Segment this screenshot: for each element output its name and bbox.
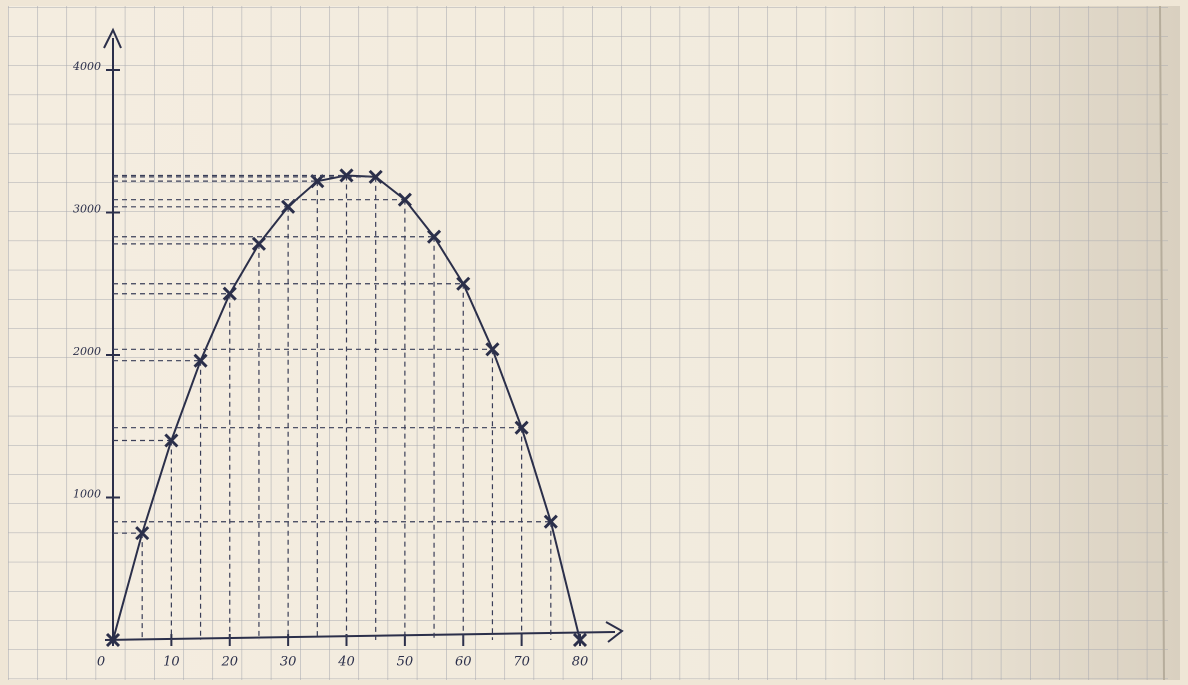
x-tick-label: 30 [280, 655, 297, 670]
y-tick-label: 2000 [72, 345, 101, 358]
y-tick-label: 3000 [73, 203, 101, 216]
notebook-chart: 1000 2000 3000 4000 0 10 20 30 40 50 60 70 80 [0, 0, 1188, 685]
x-tick-label: 70 [513, 655, 530, 670]
x-tick-label: 0 [97, 655, 105, 670]
y-tick-label: 1000 [73, 488, 101, 501]
y-tick-label: 4000 [72, 60, 101, 73]
x-tick-label: 20 [220, 655, 238, 670]
paper-grid [8, 6, 1168, 680]
x-tick-label: 10 [163, 655, 180, 670]
x-tick-label: 60 [455, 655, 472, 670]
x-tick-label: 50 [397, 655, 414, 670]
x-tick-label: 80 [572, 655, 589, 670]
x-tick-label: 40 [337, 655, 355, 670]
